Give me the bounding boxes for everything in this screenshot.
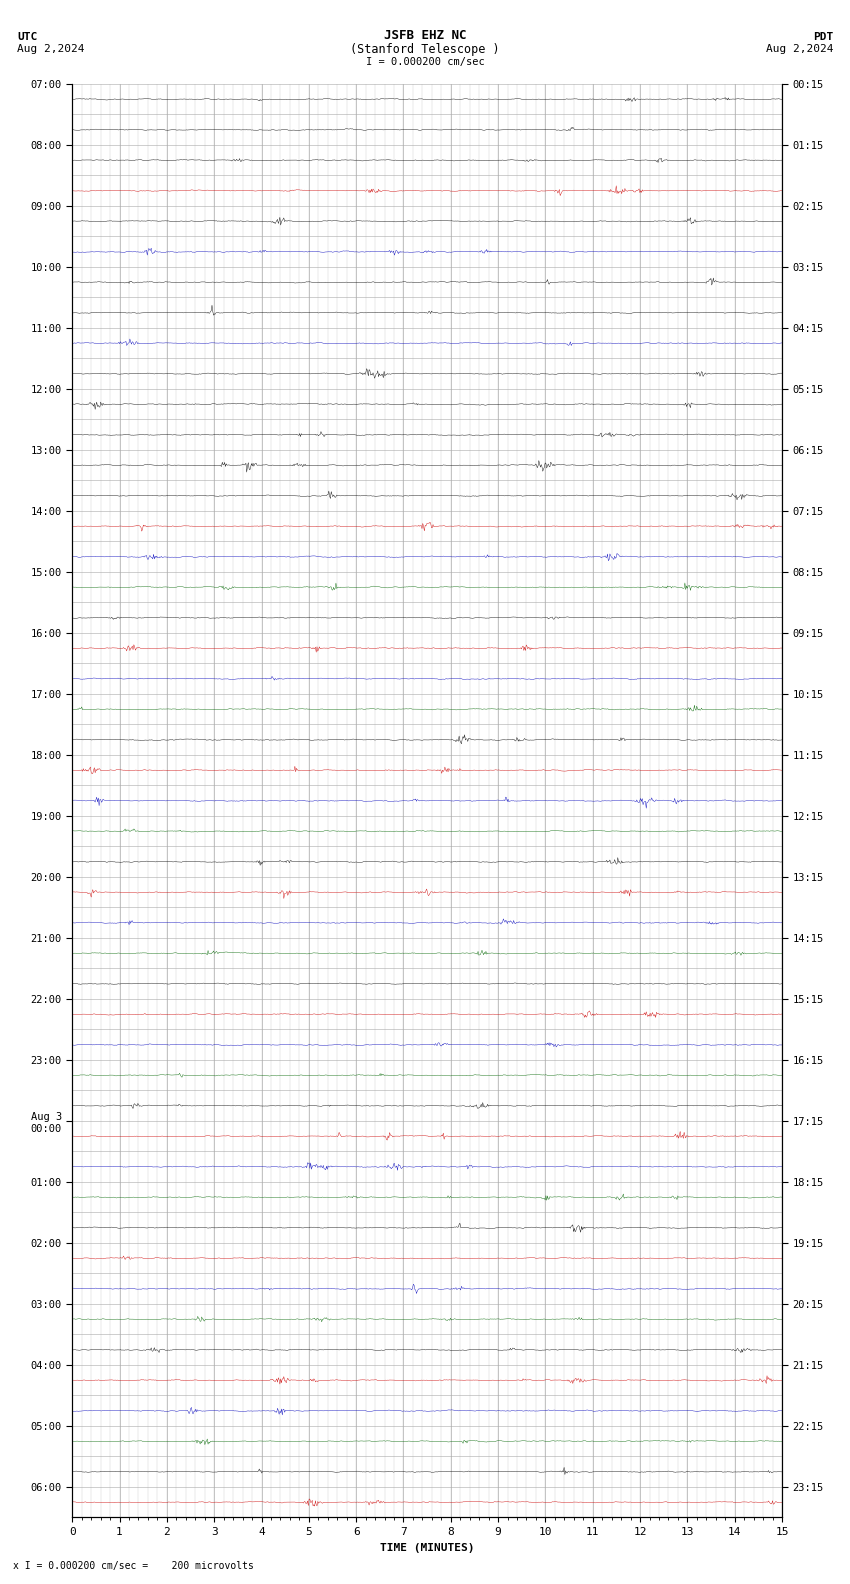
Text: I = 0.000200 cm/sec: I = 0.000200 cm/sec: [366, 57, 484, 67]
X-axis label: TIME (MINUTES): TIME (MINUTES): [380, 1543, 474, 1552]
Text: JSFB EHZ NC: JSFB EHZ NC: [383, 29, 467, 41]
Text: x I = 0.000200 cm/sec =    200 microvolts: x I = 0.000200 cm/sec = 200 microvolts: [13, 1562, 253, 1571]
Text: PDT: PDT: [813, 32, 833, 41]
Text: UTC: UTC: [17, 32, 37, 41]
Text: Aug 2,2024: Aug 2,2024: [766, 44, 833, 54]
Text: Aug 2,2024: Aug 2,2024: [17, 44, 84, 54]
Text: (Stanford Telescope ): (Stanford Telescope ): [350, 43, 500, 55]
